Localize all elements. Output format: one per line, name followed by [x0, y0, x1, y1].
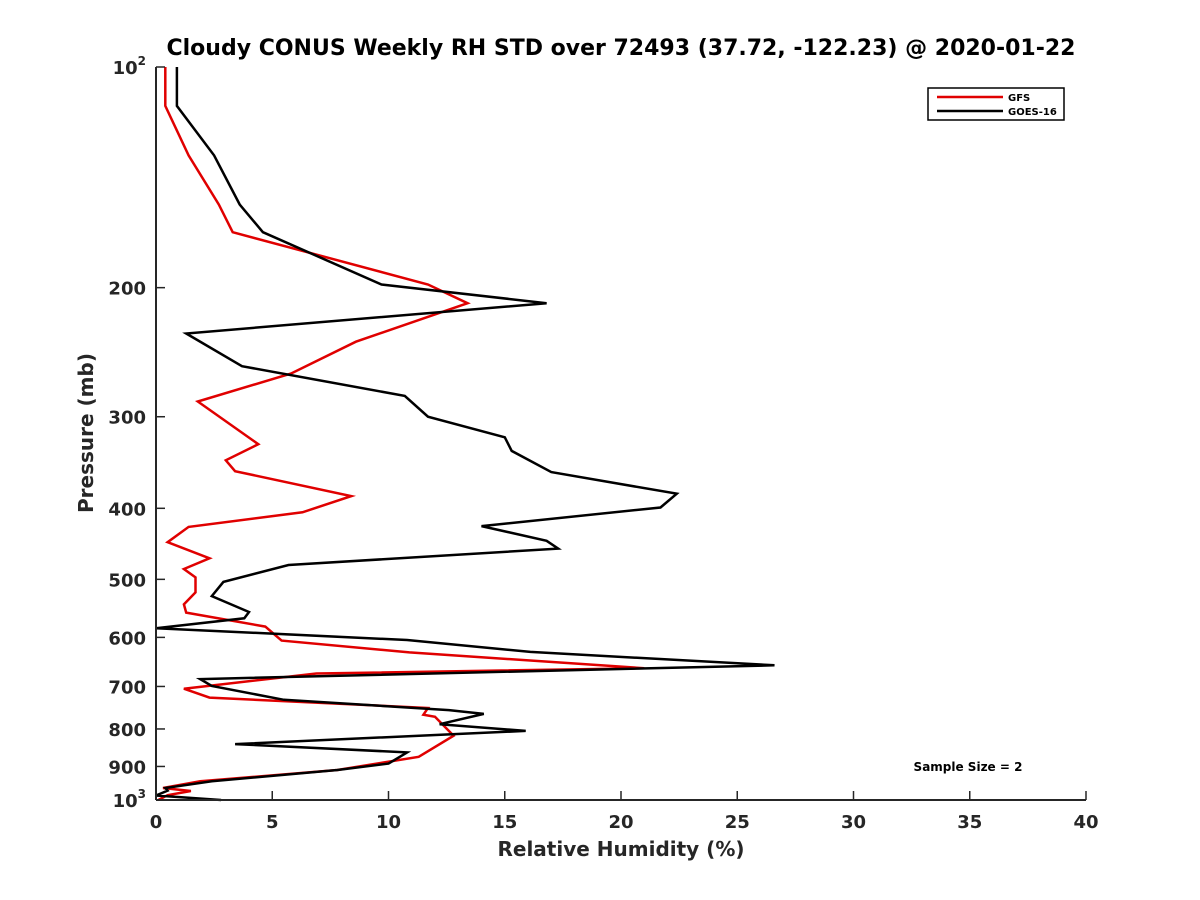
- x-tick-label: 15: [492, 812, 517, 833]
- y-tick-label: 800: [108, 720, 146, 741]
- y-axis-label: Pressure (mb): [74, 353, 98, 513]
- x-tick-label: 30: [841, 812, 866, 833]
- legend-label-gfs: GFS: [1008, 93, 1030, 104]
- y-tick-label: 600: [108, 628, 146, 649]
- x-ticks: 0 5 10 15 20 25 30 35 40: [150, 791, 1099, 833]
- y-tick-label: 300: [108, 408, 146, 429]
- y-tick-label: 700: [108, 677, 146, 698]
- sample-size-annotation: Sample Size = 2: [914, 760, 1023, 774]
- y-ticks: 102 200 300 400 500 600 700 800 900 103: [108, 54, 165, 812]
- y-tick-label: 200: [108, 279, 146, 300]
- y-tick-label: 400: [108, 499, 146, 520]
- x-tick-label: 0: [150, 812, 163, 833]
- series-line-goes-16: [155, 67, 775, 802]
- series-line-gfs: [157, 67, 645, 802]
- x-tick-label: 20: [608, 812, 633, 833]
- x-tick-label: 5: [266, 812, 279, 833]
- y-tick-label: 500: [108, 570, 146, 591]
- x-tick-label: 10: [376, 812, 401, 833]
- series-layer: [155, 67, 775, 802]
- legend-box: [927, 87, 1065, 121]
- chart-title: Cloudy CONUS Weekly RH STD over 72493 (3…: [167, 36, 1076, 61]
- x-tick-label: 35: [957, 812, 982, 833]
- y-tick-label: 103: [113, 787, 146, 812]
- y-tick-label: 900: [108, 757, 146, 778]
- legend-label-goes-16: GOES-16: [1008, 107, 1057, 118]
- x-tick-label: 25: [725, 812, 750, 833]
- y-tick-label: 102: [113, 54, 146, 79]
- plot-area: [156, 67, 1086, 800]
- legend: GFS GOES-16: [927, 87, 1065, 121]
- x-axis-label: Relative Humidity (%): [497, 837, 744, 861]
- x-tick-label: 40: [1073, 812, 1098, 833]
